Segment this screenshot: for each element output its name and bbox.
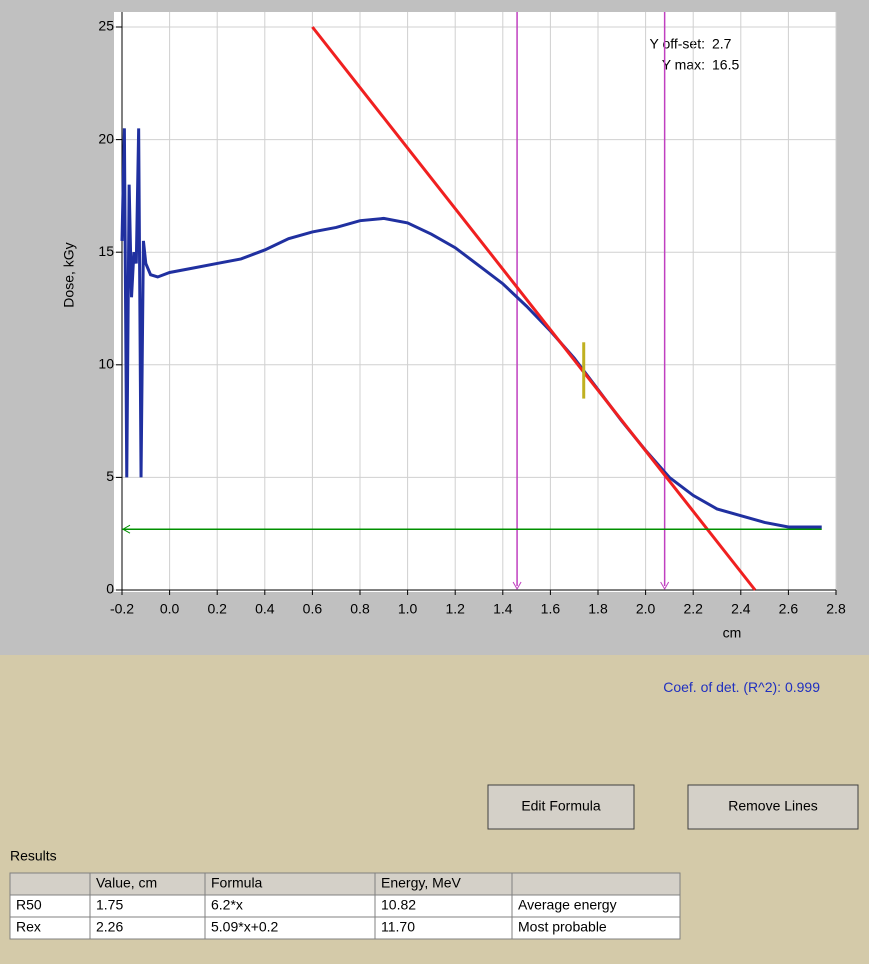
button-face[interactable] — [687, 784, 859, 830]
annotation-value: 16.5 — [712, 57, 739, 73]
marker-arrow — [660, 581, 670, 591]
y-tick-label: 20 — [98, 130, 114, 146]
x-tick-label: 2.8 — [826, 601, 846, 617]
x-tick-label: 1.8 — [588, 601, 608, 617]
annotation-value: 2.7 — [712, 36, 732, 52]
header-text: Energy, MeV — [381, 875, 462, 891]
data-line — [311, 26, 757, 591]
x-axis-label: cm — [723, 625, 742, 641]
button-face[interactable] — [487, 784, 635, 830]
y-tick-label: 25 — [98, 18, 114, 34]
marker-arrow — [512, 581, 522, 591]
cell-text: R50 — [16, 897, 42, 913]
header-cell — [511, 872, 681, 896]
y-tick-label: 10 — [98, 356, 114, 372]
header-text: Formula — [211, 875, 263, 891]
x-tick-label: 0.6 — [303, 601, 323, 617]
x-tick-label: 2.0 — [636, 601, 656, 617]
coef-label: Coef. of det. (R^2): — [663, 679, 781, 695]
header-cell — [9, 872, 91, 896]
results-title: Results — [10, 848, 57, 864]
x-tick-label: 1.4 — [493, 601, 513, 617]
x-tick-label: 1.6 — [541, 601, 561, 617]
cell-text: 6.2*x — [211, 897, 243, 913]
x-tick-label: 0.2 — [207, 601, 227, 617]
y-tick-label: 0 — [106, 581, 114, 597]
x-tick-label: 2.2 — [683, 601, 703, 617]
table-cell — [511, 916, 681, 940]
cell-text: 5.09*x+0.2 — [211, 919, 279, 935]
button-label[interactable]: Remove Lines — [728, 798, 818, 814]
x-tick-label: 1.0 — [398, 601, 418, 617]
cell-text: 2.26 — [96, 919, 123, 935]
edit-formula-button[interactable]: Edit Formula — [487, 784, 635, 830]
x-tick-label: 0.8 — [350, 601, 370, 617]
cell-text: 1.75 — [96, 897, 123, 913]
x-tick-label: 0.4 — [255, 601, 275, 617]
y-tick-label: 5 — [106, 468, 114, 484]
plot-area — [114, 12, 836, 592]
x-tick-label: 2.4 — [731, 601, 751, 617]
cell-text: Average energy — [518, 897, 617, 913]
cell-text: Rex — [16, 919, 41, 935]
annotation-label: Y off-set: — [649, 36, 705, 52]
y-axis-label: Dose, kGy — [61, 242, 77, 307]
cell-text: 11.70 — [381, 919, 415, 935]
x-tick-label: 1.2 — [445, 601, 465, 617]
coef-value: 0.999 — [785, 679, 820, 695]
remove-lines-button[interactable]: Remove Lines — [687, 784, 859, 830]
cell-text: Most probable — [518, 919, 607, 935]
annotation-label: Y max: — [662, 57, 705, 73]
y-tick-label: 15 — [98, 243, 114, 259]
x-tick-label: -0.2 — [110, 601, 134, 617]
cell-text: 10.82 — [381, 897, 416, 913]
x-tick-label: 0.0 — [160, 601, 180, 617]
header-text: Value, cm — [96, 875, 157, 891]
button-label[interactable]: Edit Formula — [521, 798, 601, 814]
data-line — [120, 128, 822, 529]
offset-arrow — [121, 524, 131, 534]
coef-text: Coef. of det. (R^2): 0.999 — [663, 679, 820, 695]
results-table: Value, cm Formula Energy, MeV R50 1.75 6.2*x 1… — [9, 872, 681, 940]
x-tick-label: 2.6 — [779, 601, 799, 617]
plot-marks — [120, 12, 822, 591]
